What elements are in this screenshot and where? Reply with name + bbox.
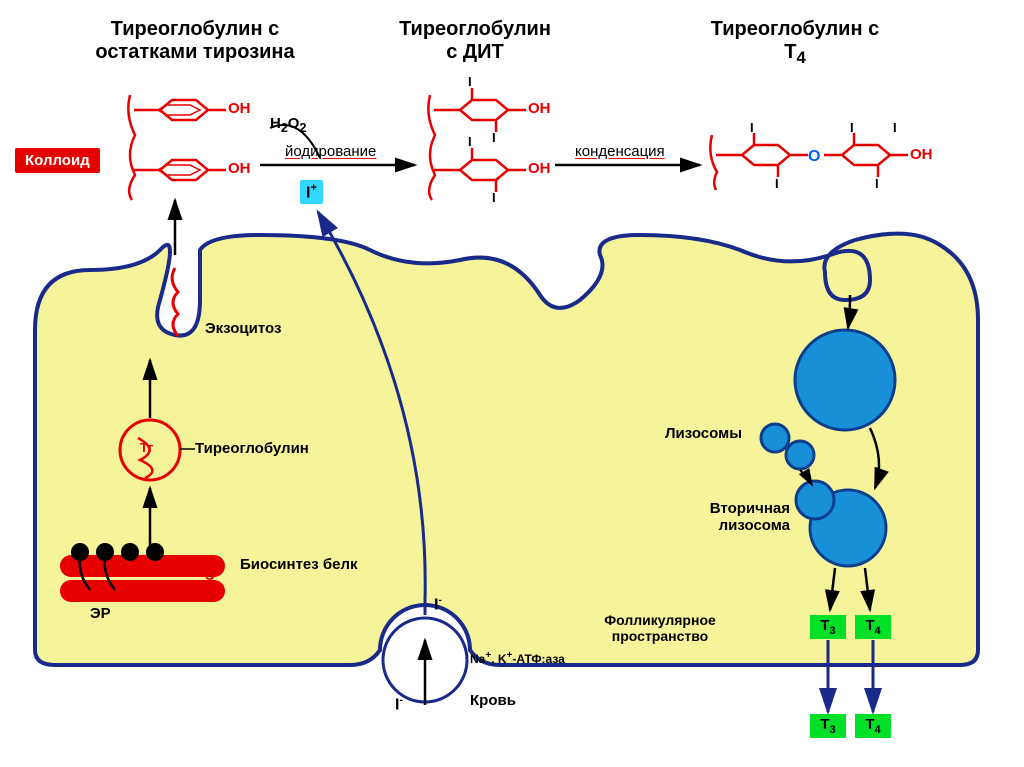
er-label: ЭР xyxy=(90,605,111,622)
biosynthesis-label: Биосинтез белк xyxy=(240,556,358,573)
title-1: Тиреоглобулин состатками тирозина xyxy=(70,18,320,64)
small-lysosome-2 xyxy=(786,441,814,469)
t3-box-inside: Т3 xyxy=(810,615,846,639)
tg-letters: Тг xyxy=(140,440,153,455)
colloid-label: Коллоид xyxy=(15,148,100,173)
svg-text:Э: Э xyxy=(205,567,215,583)
iodine-plus-box: I+ xyxy=(300,180,323,204)
diagram-canvas: Э xyxy=(0,0,1024,767)
title-3: Тиреоглобулин с Т4 xyxy=(680,18,910,68)
i-lbl: I xyxy=(750,120,754,135)
i-lbl: I xyxy=(492,130,496,145)
oh-1: OH xyxy=(228,100,251,117)
exocytosis-squiggle xyxy=(172,268,178,336)
oh-3: OH xyxy=(528,100,551,117)
i-inside: I- xyxy=(434,595,442,614)
thyroglobulin-label: Тиреоглобулин xyxy=(195,440,309,457)
blood-label: Кровь xyxy=(470,692,516,709)
title-2: Тиреоглобулинс ДИТ xyxy=(370,18,580,64)
t3-box-blood: Т3 xyxy=(810,714,846,738)
i-lbl: I xyxy=(492,190,496,205)
condensation-label: конденсация xyxy=(575,143,665,160)
iodination-label: йодирование xyxy=(285,143,376,160)
i-lbl: I xyxy=(850,120,854,135)
h2o2-label: H2O2 xyxy=(270,115,306,135)
i-lbl: I xyxy=(775,176,779,191)
oh-5: OH xyxy=(910,146,933,163)
exocytosis-label: Экзоцитоз xyxy=(205,320,281,337)
i-lbl: I xyxy=(468,134,472,149)
lysosomes-label: Лизосомы xyxy=(665,425,742,442)
i-lbl: I xyxy=(468,74,472,89)
i-lbl: I xyxy=(893,120,897,135)
primary-lysosome xyxy=(795,330,895,430)
secondary-lysosome-label: Вторичнаялизосома xyxy=(665,500,790,534)
oh-2: OH xyxy=(228,160,251,177)
t4-box-inside: Т4 xyxy=(855,615,891,639)
i-lbl: I xyxy=(875,176,879,191)
oh-4: OH xyxy=(528,160,551,177)
svg-text:O: O xyxy=(808,148,820,165)
i-outside: I- xyxy=(395,695,403,714)
follicular-label: Фолликулярноепространство xyxy=(570,612,750,644)
structure-tyrosine xyxy=(128,95,226,200)
structure-dit xyxy=(428,88,526,200)
small-lysosome-1 xyxy=(761,424,789,452)
na-k-atpase-label: Na+, K+-АТФ:аза xyxy=(470,650,565,666)
t4-box-blood: Т4 xyxy=(855,714,891,738)
